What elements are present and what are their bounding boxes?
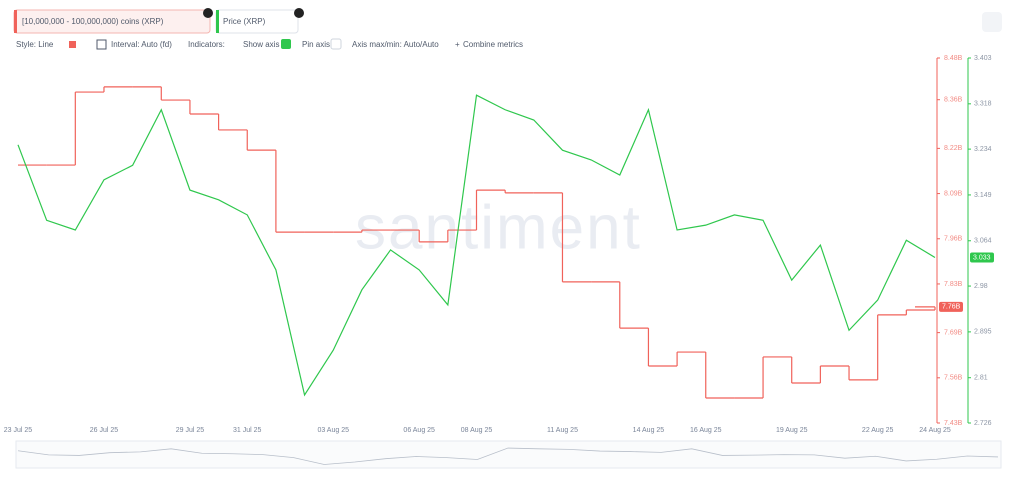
metric-tab-label: [10,000,000 - 100,000,000) coins (XRP) [22, 17, 164, 26]
y-tick-label: 8.22B [944, 145, 963, 152]
settings-button[interactable] [982, 12, 1002, 32]
x-tick-label: 16 Aug 25 [690, 427, 722, 434]
y2-tick-label: 3.234 [974, 146, 992, 153]
show-axis-label: Show axis [243, 40, 279, 49]
y-tick-label: 8.09B [944, 190, 963, 197]
x-tick-label: 24 Aug 25 [919, 427, 951, 434]
y-tick-label: 8.48B [944, 55, 963, 62]
y2-tick-label: 3.149 [974, 192, 992, 199]
show-axis-checkbox[interactable] [281, 39, 291, 49]
style-selector[interactable]: Style: Line [16, 40, 54, 49]
y-tick-label: 7.43B [944, 420, 963, 427]
navigator[interactable] [15, 440, 1002, 469]
close-icon[interactable] [294, 8, 304, 18]
value-badge-label: 7.76B [942, 304, 961, 311]
x-tick-label: 14 Aug 25 [633, 427, 665, 434]
combine-metrics[interactable]: Combine metrics [463, 40, 523, 49]
x-tick-label: 29 Jul 25 [176, 427, 205, 434]
pin-axis-checkbox[interactable] [330, 38, 342, 50]
close-icon[interactable] [203, 8, 213, 18]
y2-tick-label: 2.81 [974, 375, 988, 382]
axis-minmax-selector[interactable]: Axis max/min: Auto/Auto [352, 40, 439, 49]
navigator-line [17, 447, 999, 465]
y2-tick-label: 2.98 [974, 283, 988, 290]
interval-selector[interactable]: Interval: Auto (fd) [111, 40, 172, 49]
indicators-selector[interactable]: Indicators: [188, 40, 225, 49]
tab-accent [14, 10, 17, 33]
y2-tick-label: 3.403 [974, 55, 992, 62]
x-tick-label: 19 Aug 25 [776, 427, 808, 434]
y2-tick-label: 2.726 [974, 420, 992, 427]
y-tick-label: 7.69B [944, 329, 963, 336]
x-tick-label: 26 Jul 25 [90, 427, 119, 434]
x-tick-label: 23 Jul 25 [4, 427, 33, 434]
y-tick-label: 7.96B [944, 236, 963, 243]
color-swatch[interactable] [69, 41, 76, 48]
tab-accent [216, 10, 219, 33]
y2-tick-label: 3.318 [974, 101, 992, 108]
price-line [17, 94, 936, 397]
x-tick-label: 03 Aug 25 [317, 427, 349, 434]
combine-icon: + [455, 40, 460, 49]
value-badge-label: 3.033 [973, 254, 991, 261]
y-tick-label: 7.83B [944, 281, 963, 288]
y2-tick-label: 3.064 [974, 238, 992, 245]
interval-icon [96, 39, 107, 50]
metric-tab-label: Price (XRP) [223, 17, 266, 26]
y-tick-label: 7.56B [944, 375, 963, 382]
pin-axis-label: Pin axis [302, 40, 330, 49]
x-tick-label: 08 Aug 25 [461, 427, 493, 434]
x-tick-label: 11 Aug 25 [547, 427, 578, 434]
x-tick-label: 22 Aug 25 [862, 427, 894, 434]
y2-tick-label: 2.895 [974, 329, 992, 336]
x-tick-label: 06 Aug 25 [403, 427, 435, 434]
value-badge [970, 252, 994, 263]
y-tick-label: 8.36B [944, 97, 963, 104]
watermark: santiment [355, 193, 642, 262]
x-tick-label: 31 Jul 25 [233, 427, 262, 434]
value-badge [939, 301, 963, 312]
